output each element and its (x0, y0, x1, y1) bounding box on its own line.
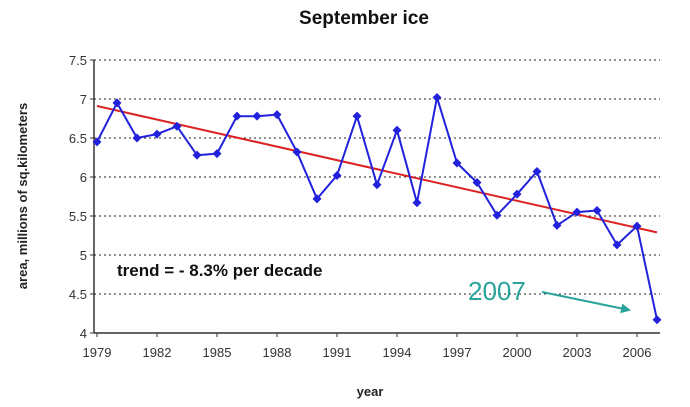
data-point (472, 177, 482, 187)
year-2007-annotation: 2007 (468, 276, 526, 306)
data-point (512, 189, 522, 199)
data-point (332, 170, 342, 180)
data-point (292, 147, 302, 157)
data-point (352, 111, 362, 121)
y-tick-label: 4.5 (69, 287, 87, 302)
data-point (112, 98, 122, 108)
data-point (452, 158, 462, 168)
year-2007-arrow (541, 291, 631, 314)
trend-series (96, 105, 658, 234)
data-point (492, 210, 502, 220)
data-point (212, 149, 222, 159)
y-tick-label: 5 (80, 248, 87, 263)
data-point (532, 167, 542, 177)
gridlines (94, 59, 660, 295)
x-tick-label: 2000 (503, 345, 532, 360)
x-tick-label: 1997 (443, 345, 472, 360)
plot-area (93, 60, 660, 334)
x-tick-label: 1994 (383, 345, 412, 360)
data-point (632, 221, 642, 231)
data-point (592, 206, 602, 216)
ice-area-series (92, 92, 662, 325)
data-point (232, 111, 242, 121)
data-point (572, 207, 582, 217)
x-tick-label: 1988 (263, 345, 292, 360)
y-tick-label: 4 (80, 326, 87, 341)
x-tick-label: 1991 (323, 345, 352, 360)
x-tick-label: 2003 (563, 345, 592, 360)
x-tick-label: 2006 (623, 345, 652, 360)
y-tick-label: 7 (80, 92, 87, 107)
data-point (312, 194, 322, 204)
y-tick-label: 6.5 (69, 131, 87, 146)
data-point (92, 137, 102, 147)
y-tick-label: 5.5 (69, 209, 87, 224)
data-point (432, 92, 442, 102)
x-tick-label: 1982 (143, 345, 172, 360)
trend-annotation: trend = - 8.3% per decade (117, 261, 323, 280)
data-point (652, 315, 662, 325)
x-axis-label: year (357, 384, 384, 399)
y-tick-label: 6 (80, 170, 87, 185)
data-point (192, 150, 202, 160)
data-point (152, 129, 162, 139)
data-point (392, 125, 402, 135)
data-point (272, 110, 282, 120)
data-point (172, 121, 182, 131)
trend-line (96, 105, 658, 234)
x-axis: 1979 1982 1985 1988 1991 1994 1997 2000 2003 2006 (83, 333, 652, 360)
y-tick-label: 7.5 (69, 53, 87, 68)
series-line (96, 96, 658, 320)
chart-title: September ice (299, 8, 429, 29)
x-tick-label: 1985 (203, 345, 232, 360)
data-point (552, 220, 562, 230)
data-point (132, 133, 142, 143)
data-point (612, 240, 622, 250)
x-tick-label: 1979 (83, 345, 112, 360)
data-point (372, 180, 382, 190)
y-axis-label: area, millions of sq.kilometers (15, 103, 30, 289)
y-axis: 4 4.5 5 5.5 6 6.5 7 7.5 (69, 53, 94, 341)
data-point (252, 111, 262, 121)
data-point (412, 198, 422, 208)
